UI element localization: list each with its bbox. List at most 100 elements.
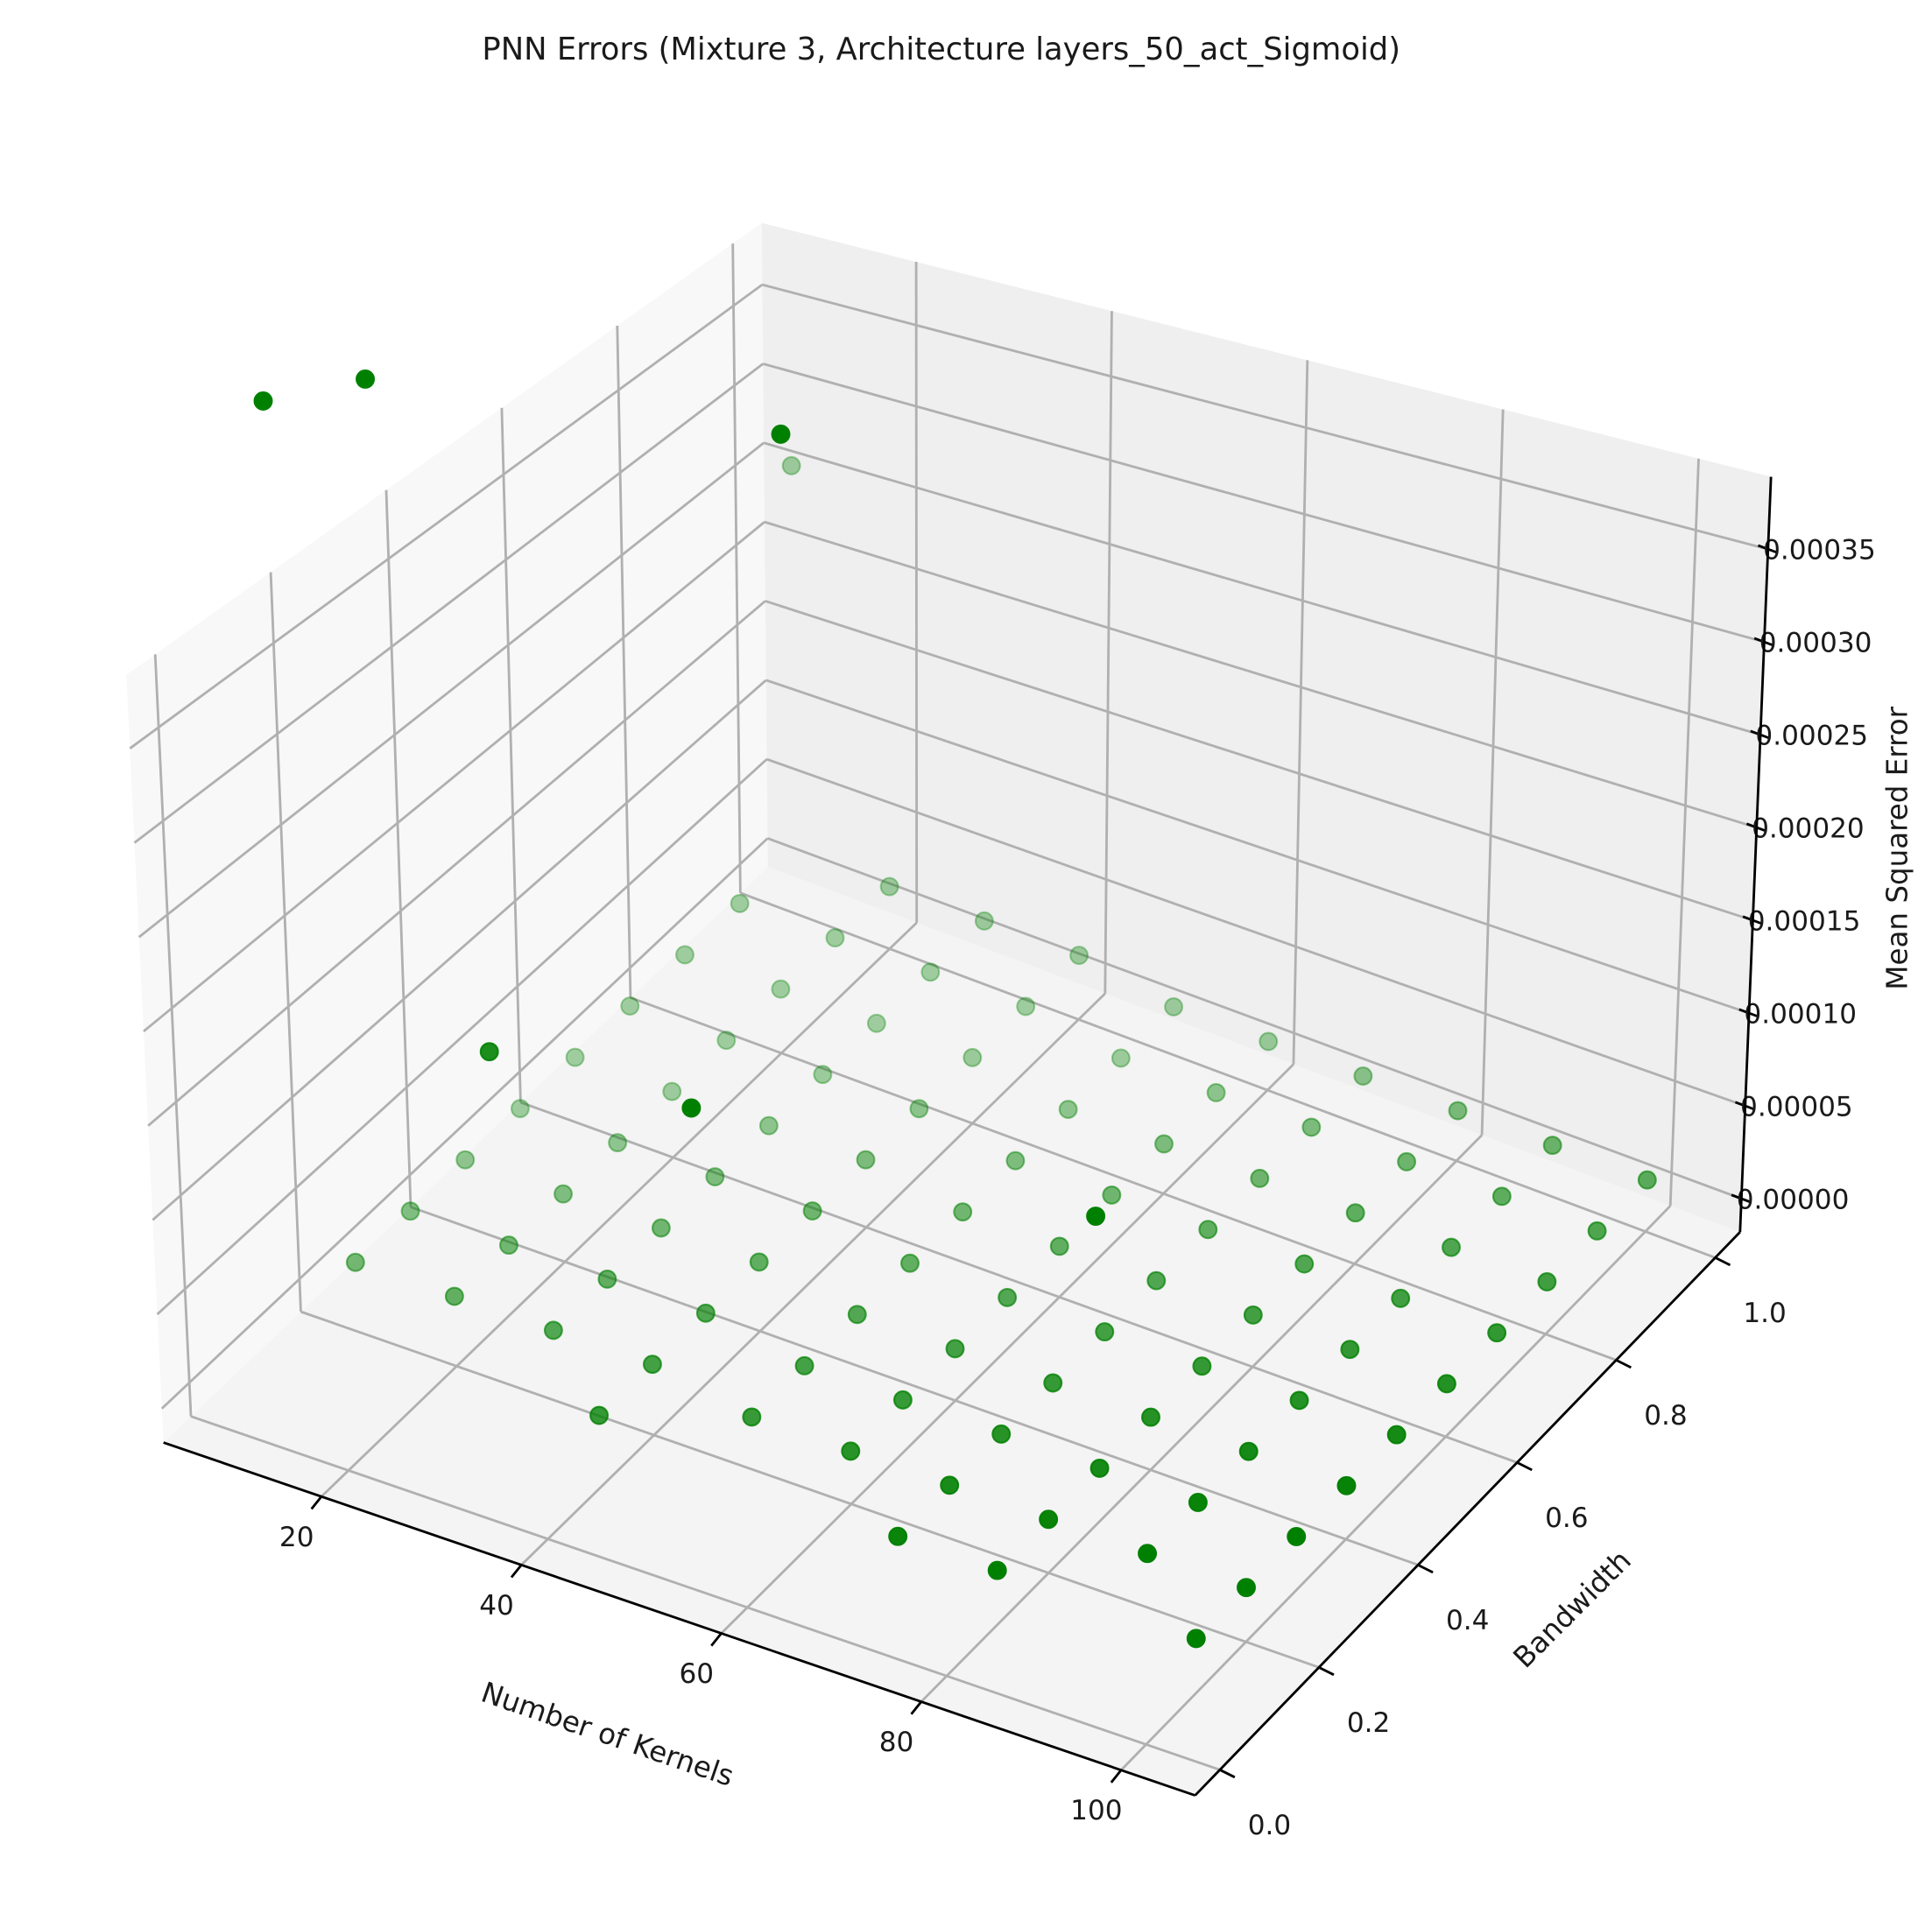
data-point xyxy=(1353,1066,1373,1086)
data-point xyxy=(730,893,750,913)
grid-line xyxy=(765,679,1750,1015)
data-point xyxy=(1294,1254,1315,1274)
data-point xyxy=(1448,1101,1468,1121)
data-point xyxy=(554,1184,574,1204)
data-point xyxy=(781,455,801,475)
data-point xyxy=(1487,1323,1507,1343)
grid-line xyxy=(300,1310,1320,1669)
z-tick-label: 0.00000 xyxy=(1737,1184,1850,1215)
grid-line xyxy=(156,758,768,1316)
data-point xyxy=(1442,1237,1461,1257)
data-point xyxy=(479,1042,499,1062)
data-point xyxy=(356,369,376,389)
data-point xyxy=(945,1339,965,1359)
data-point xyxy=(998,1287,1018,1307)
data-point xyxy=(510,1099,530,1119)
tick-mark xyxy=(910,1700,922,1715)
data-point xyxy=(1005,1150,1026,1171)
data-point xyxy=(920,962,941,982)
data-point xyxy=(794,1355,814,1376)
data-point xyxy=(909,1099,929,1119)
data-point xyxy=(1391,1288,1411,1308)
grid-line xyxy=(766,757,1746,1108)
data-point xyxy=(1386,1425,1407,1445)
grid-line xyxy=(765,600,1753,922)
x-tick-label: 40 xyxy=(479,1590,514,1622)
data-point xyxy=(1289,1390,1309,1411)
tick-mark xyxy=(310,1495,323,1510)
data-point xyxy=(651,1218,671,1238)
data-point xyxy=(888,1526,908,1546)
data-point xyxy=(499,1235,518,1256)
data-point xyxy=(675,945,695,965)
grid-line xyxy=(129,283,764,749)
data-point xyxy=(608,1133,628,1153)
grid-line xyxy=(190,1415,1221,1771)
grid-line xyxy=(152,679,767,1221)
tick-mark xyxy=(1516,1461,1533,1472)
data-point xyxy=(444,1286,464,1306)
data-point xyxy=(1138,1544,1158,1564)
y-tick-label: 0.4 xyxy=(1446,1605,1489,1636)
data-point xyxy=(1436,1374,1456,1394)
data-point xyxy=(825,928,845,948)
data-point xyxy=(813,1065,833,1085)
z-axis-label: Mean Squared Error xyxy=(1881,706,1914,989)
tick-mark xyxy=(1615,1359,1632,1369)
grid-line xyxy=(321,921,918,1498)
grid-line xyxy=(762,362,1765,644)
data-point xyxy=(620,996,640,1016)
data-point xyxy=(1206,1082,1226,1102)
grid-line xyxy=(143,521,765,1033)
tick-mark xyxy=(1318,1666,1335,1677)
data-point xyxy=(695,1303,716,1323)
data-point xyxy=(771,424,791,444)
data-point xyxy=(1237,1578,1256,1598)
data-point xyxy=(1259,1031,1279,1052)
data-point xyxy=(749,1252,769,1272)
z-tick-label: 0.00035 xyxy=(1763,535,1876,566)
data-point xyxy=(1397,1151,1417,1172)
data-point xyxy=(400,1201,420,1221)
data-point xyxy=(1164,996,1184,1017)
data-point xyxy=(662,1081,682,1101)
tick-mark xyxy=(1714,1256,1731,1267)
data-point xyxy=(589,1405,610,1425)
data-point xyxy=(1250,1168,1270,1188)
grid-line xyxy=(410,1206,1419,1566)
data-point xyxy=(1537,1272,1557,1291)
data-point xyxy=(1301,1117,1322,1137)
grid-line xyxy=(766,837,1742,1200)
data-point xyxy=(253,391,273,411)
data-point xyxy=(543,1320,563,1340)
data-point xyxy=(1069,946,1089,966)
back-pane xyxy=(761,222,1772,1233)
x-axis-label: Number of Kernels xyxy=(477,1676,738,1793)
y-tick-label: 0.2 xyxy=(1347,1707,1390,1739)
x-axis xyxy=(163,1441,1196,1797)
grid-line xyxy=(137,441,765,939)
data-point xyxy=(1154,1134,1174,1154)
data-point xyxy=(1043,1373,1063,1393)
data-point xyxy=(953,1202,973,1222)
grid-line xyxy=(763,441,1761,736)
x-tick-label: 100 xyxy=(1070,1795,1122,1826)
data-point xyxy=(1340,1340,1360,1360)
tick-mark xyxy=(1219,1769,1236,1779)
data-point xyxy=(716,1031,737,1051)
tick-mark xyxy=(510,1564,523,1579)
data-point xyxy=(847,1305,867,1325)
y-axis-label: Bandwidth xyxy=(1507,1544,1638,1674)
data-point xyxy=(841,1441,861,1461)
data-point xyxy=(455,1150,476,1170)
data-point xyxy=(758,1115,779,1136)
tick-mark xyxy=(1417,1564,1434,1574)
data-point xyxy=(1086,1207,1106,1227)
data-point xyxy=(1198,1220,1218,1240)
data-point xyxy=(1186,1629,1206,1649)
y-tick-label: 0.8 xyxy=(1644,1400,1687,1432)
x-tick-label: 20 xyxy=(279,1522,314,1553)
data-point xyxy=(802,1201,822,1221)
data-point xyxy=(1146,1270,1167,1291)
